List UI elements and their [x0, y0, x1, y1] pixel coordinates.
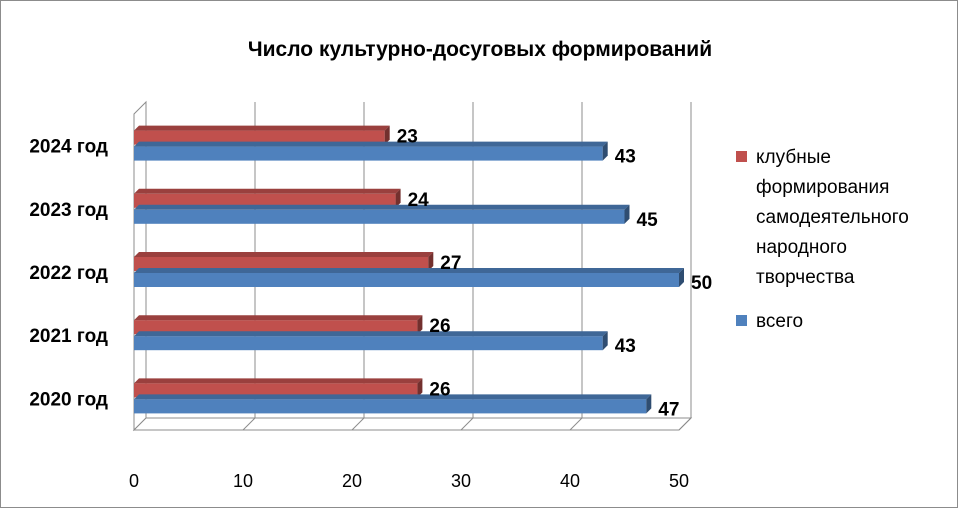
data-label: 26 [429, 379, 450, 400]
x-tick-label: 0 [129, 471, 139, 491]
legend: клубные формирования самодеятельного нар… [736, 143, 956, 351]
bar-club [134, 383, 418, 398]
data-label: 24 [408, 190, 430, 211]
bar-end-face [624, 204, 630, 224]
gridline-floor [569, 417, 583, 431]
gridline-floor [351, 417, 365, 431]
bar-top-face [134, 315, 423, 321]
bar-club [134, 193, 396, 208]
bar-top-face [134, 204, 630, 210]
legend-item-club: клубные формирования самодеятельного нар… [736, 143, 956, 293]
x-tick-label: 50 [669, 471, 689, 491]
data-labels: 26 47 26 43 27 50 24 45 23 43 [397, 127, 712, 421]
bar-club [134, 130, 385, 145]
data-label: 23 [397, 127, 418, 148]
category-label: 2023 год [29, 200, 108, 221]
gridline-floor [242, 417, 256, 431]
data-label: 47 [658, 399, 679, 420]
bar-top-face [134, 141, 608, 147]
bar-top-face [134, 394, 652, 400]
category-label: 2021 год [29, 326, 108, 347]
legend-label-total: всего [756, 311, 804, 332]
bar-total [134, 399, 647, 414]
legend-item-total: всего [736, 307, 956, 337]
data-label: 27 [440, 253, 461, 274]
data-label: 43 [615, 147, 636, 168]
chart-title: Число культурно-досуговых формирований [247, 38, 713, 61]
bar-end-face [646, 394, 652, 414]
x-tick-label: 30 [451, 471, 471, 491]
gridline-floor [460, 417, 474, 431]
x-tick-label: 10 [233, 471, 253, 491]
bar-top-face [134, 378, 423, 384]
data-label: 43 [615, 336, 636, 357]
tick-labels: 0 10 20 30 40 50 [129, 471, 689, 491]
bar-end-face [417, 378, 423, 398]
bar-top-face [134, 188, 401, 194]
bar-club [134, 257, 429, 271]
bar-end-face [384, 125, 390, 145]
bar-top-face [134, 125, 390, 131]
category-label: 2024 год [29, 137, 108, 158]
bar-top-face [134, 252, 434, 257]
legend-label-club: клубные формирования самодеятельного нар… [756, 147, 909, 288]
category-label: 2022 год [29, 263, 108, 284]
data-label: 45 [637, 210, 659, 231]
legend-swatch-club [736, 151, 747, 162]
bars [134, 125, 684, 414]
bar-end-face [602, 331, 608, 351]
gridline-floor [678, 417, 692, 431]
bar-top-face [134, 268, 684, 273]
bar-end-face [395, 188, 401, 208]
bar-end-face [602, 141, 608, 161]
bar-end-face [428, 252, 434, 271]
category-label: 2020 год [29, 389, 108, 410]
floor [132, 417, 693, 431]
bar-top-face [134, 331, 608, 337]
bar-total [134, 273, 679, 287]
data-label: 50 [691, 273, 712, 294]
category-labels: 2020 год 2021 год 2022 год 2023 год 2024 год [29, 137, 108, 411]
legend-swatch-total [736, 315, 747, 326]
bar-end-face [417, 315, 423, 335]
bar-total [134, 336, 603, 351]
x-tick-label: 40 [560, 471, 580, 491]
bar-total [134, 209, 625, 224]
bar-total [134, 146, 603, 161]
data-label: 26 [429, 316, 450, 337]
x-tick-label: 20 [342, 471, 362, 491]
bar-end-face [679, 268, 684, 287]
bar-club [134, 320, 418, 335]
